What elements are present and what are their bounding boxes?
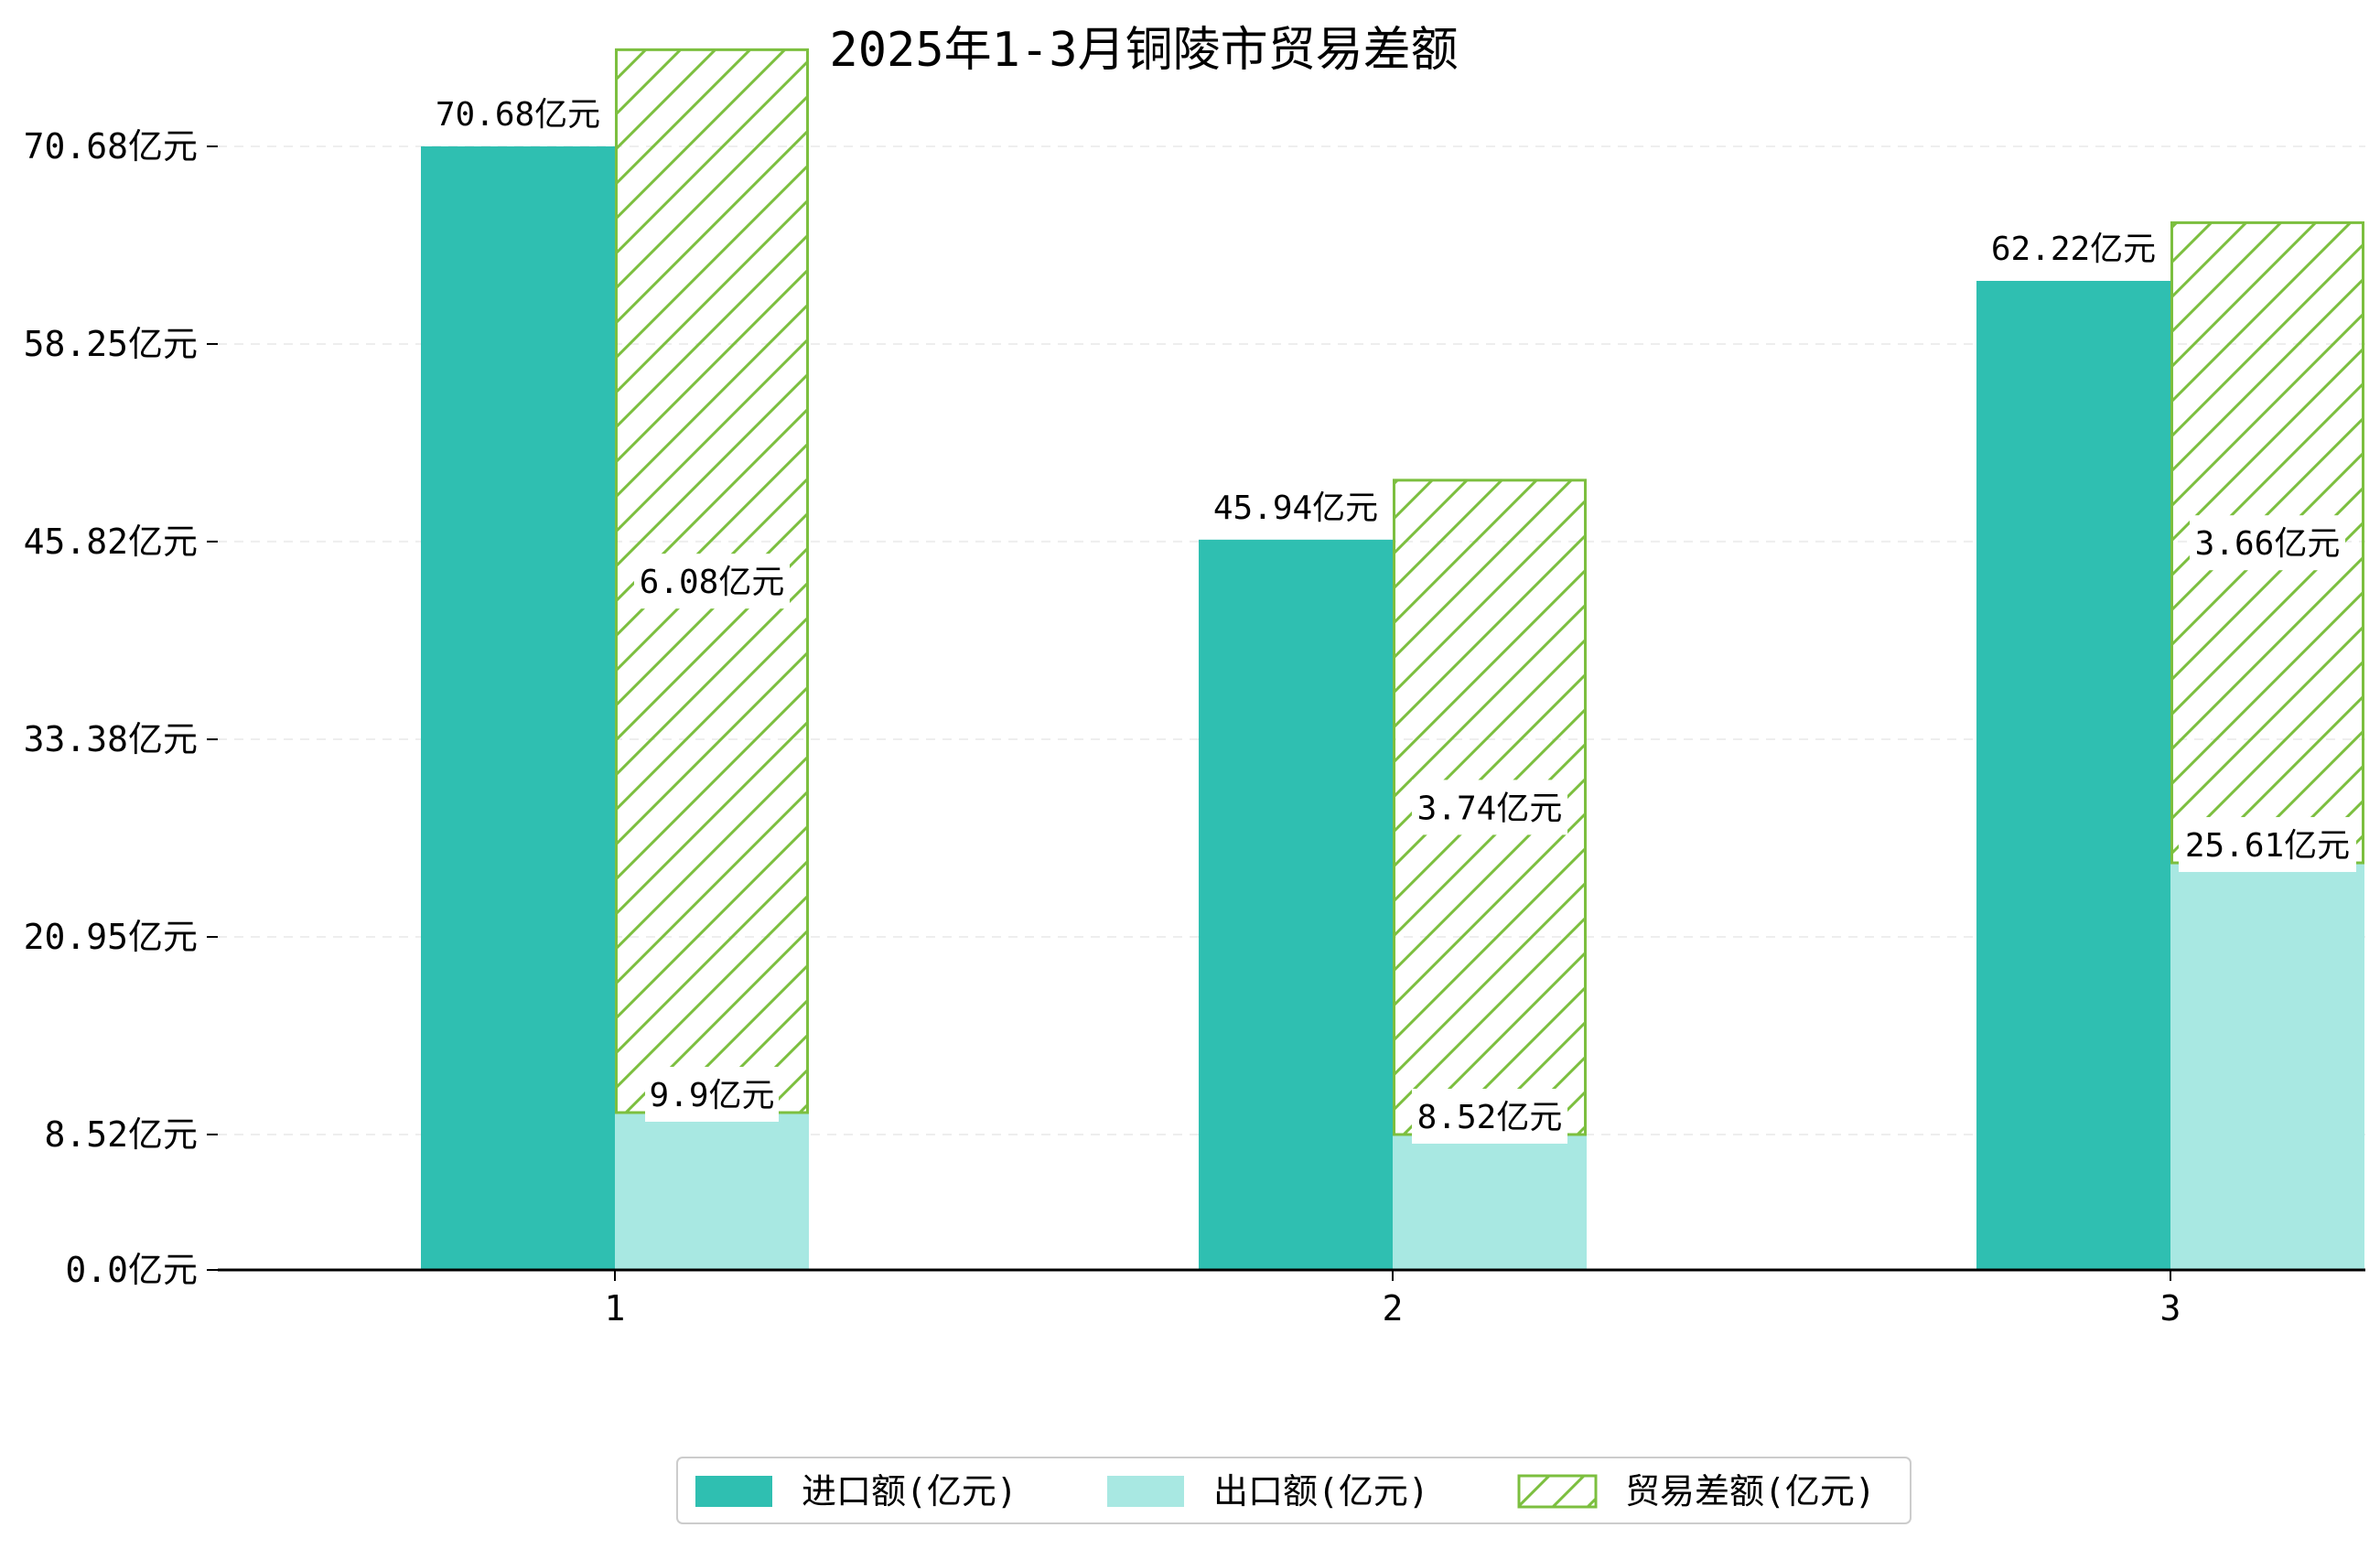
- export-bar: [1393, 1134, 1587, 1270]
- export-value-label-bg: [645, 1066, 779, 1122]
- data-labels: 70.68亿元 9.9亿元 6.08亿元 45.94亿元 8.52亿元 3.74亿元 62.…: [429, 86, 2356, 1144]
- y-tick-label: 70.68亿元: [24, 126, 198, 167]
- axes: 0.0亿元 8.52亿元 20.95亿元 33.38亿元 45.82亿元 58.25亿元 7…: [24, 126, 2365, 1328]
- export-value-label: 9.9亿元: [649, 1077, 774, 1114]
- import-value-label-bg: [1985, 220, 2162, 275]
- import-bar: [1976, 280, 2170, 1270]
- export-bar: [2170, 863, 2364, 1270]
- export-value-label: 8.52亿元: [1417, 1099, 1563, 1136]
- legend-box: [676, 1457, 1912, 1524]
- export-value-label-bg: [1412, 1088, 1567, 1144]
- x-tick-label: 1: [605, 1288, 626, 1328]
- balance-value-label-bg: [634, 554, 790, 609]
- balance-value-label: 3.74亿元: [1417, 790, 1563, 827]
- x-tick-label: 3: [2160, 1288, 2181, 1328]
- import-value-label-bg: [1207, 479, 1384, 534]
- y-tick-label: 58.25亿元: [24, 324, 198, 364]
- y-tick-label: 33.38亿元: [24, 719, 198, 759]
- import-value-label-bg: [429, 86, 607, 141]
- export-value-label-bg: [2179, 817, 2356, 873]
- balance-value-label-bg: [1412, 780, 1567, 835]
- import-value-label: 62.22亿元: [1991, 231, 2156, 268]
- legend-label: 进口额(亿元): [802, 1471, 1018, 1511]
- balance-value-label-bg: [2190, 515, 2345, 571]
- x-tick-label: 2: [1383, 1288, 1404, 1328]
- y-tick-label: 0.0亿元: [65, 1250, 198, 1290]
- y-tick-label: 8.52亿元: [44, 1114, 198, 1155]
- legend: 进口额(亿元) 出口额(亿元) 贸易差额(亿元): [676, 1457, 1912, 1524]
- y-tick-label: 20.95亿元: [24, 917, 198, 957]
- legend-swatch: [695, 1476, 772, 1507]
- legend-swatch-balance: [1517, 1474, 1598, 1509]
- legend-swatch: [1107, 1476, 1184, 1507]
- export-value-label: 25.61亿元: [2185, 827, 2350, 865]
- import-value-label: 70.68亿元: [436, 96, 600, 134]
- import-bar: [1199, 539, 1393, 1270]
- legend-label: 贸易差额(亿元): [1625, 1471, 1876, 1511]
- export-bar: [615, 1112, 809, 1270]
- balance-value-label: 6.08亿元: [640, 564, 785, 601]
- balance-value-label: 3.66亿元: [2195, 525, 2341, 563]
- import-bar: [421, 146, 615, 1270]
- bars: [421, 48, 2364, 1270]
- import-value-label: 45.94亿元: [1213, 489, 1378, 527]
- y-tick-label: 45.82亿元: [24, 522, 198, 562]
- legend-label: 出口额(亿元): [1213, 1471, 1429, 1511]
- chart-title: 2025年1-3月铜陵市贸易差额: [829, 23, 1458, 78]
